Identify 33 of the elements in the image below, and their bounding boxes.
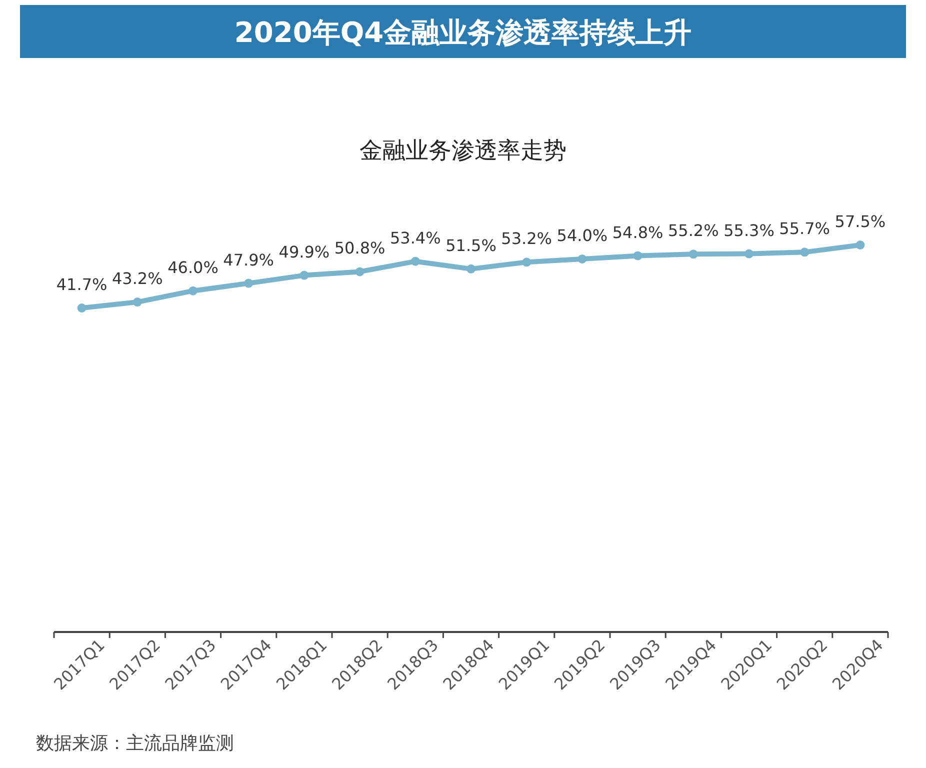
- data-label: 53.2%: [501, 229, 552, 248]
- data-label: 54.0%: [556, 226, 608, 245]
- point: [633, 251, 642, 260]
- data-label: 57.5%: [834, 212, 886, 231]
- point: [856, 240, 865, 250]
- data-label: 47.9%: [223, 250, 274, 270]
- data-label: 53.4%: [390, 228, 441, 248]
- data-label: 46.0%: [168, 258, 218, 277]
- data-label: 54.8%: [612, 222, 664, 242]
- point: [744, 249, 754, 258]
- point: [77, 304, 86, 312]
- point: [688, 250, 698, 259]
- point: [522, 258, 532, 267]
- point: [132, 298, 142, 307]
- data-label: 50.8%: [334, 238, 386, 258]
- chart-title: 2020年Q4金融业务渗透率持续上升: [234, 16, 692, 49]
- data-label: 41.7%: [56, 275, 108, 294]
- point: [578, 254, 587, 264]
- point: [355, 267, 364, 276]
- point: [188, 286, 198, 296]
- chart-subtitle: 金融业务渗透率走势: [360, 138, 566, 164]
- data-label: 49.9%: [278, 242, 330, 262]
- data-label: 55.7%: [779, 219, 830, 238]
- point: [244, 278, 254, 288]
- data-label: 55.2%: [668, 221, 719, 240]
- point: [300, 270, 309, 280]
- source-note: 数据来源：主流品牌监测: [36, 733, 234, 754]
- point: [410, 256, 420, 266]
- data-label: 55.3%: [724, 220, 774, 240]
- data-label: 51.5%: [446, 236, 496, 255]
- point: [466, 264, 476, 274]
- point: [800, 248, 810, 257]
- data-label: 43.2%: [112, 269, 163, 288]
